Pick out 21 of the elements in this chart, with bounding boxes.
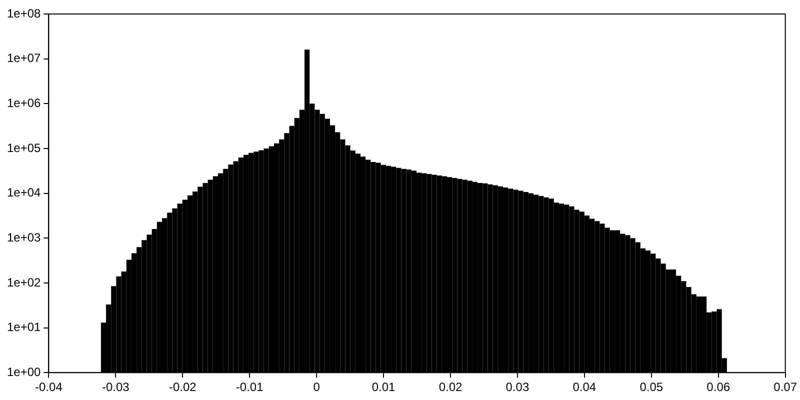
x-tick-label: 0	[313, 380, 320, 394]
y-tick-label: 1e+07	[7, 51, 42, 66]
x-tick-label: -0.01	[236, 380, 264, 394]
x-tick-label: -0.02	[168, 380, 197, 394]
x-tick-label: -0.03	[102, 380, 130, 394]
x-tick-label: 0.04	[572, 380, 596, 394]
y-tick-label: 1e+04	[7, 186, 42, 200]
x-tick-label: 0.05	[640, 380, 664, 394]
x-tick-label: 0.06	[706, 380, 730, 394]
x-tick-label: 0.07	[774, 380, 798, 394]
x-tick-label: -0.04	[35, 380, 63, 394]
y-tick-label: 1e+02	[7, 275, 42, 290]
x-tick-label: 0.02	[438, 380, 462, 394]
y-tick-label: 1e+03	[7, 230, 42, 244]
x-tick-label: 0.01	[372, 380, 396, 394]
y-tick-label: 1e+06	[7, 96, 42, 110]
x-tick-label: 0.03	[506, 380, 530, 394]
y-tick-label: 1e+00	[7, 364, 42, 379]
y-tick-label: 1e+08	[7, 6, 42, 20]
y-tick-label: 1e+05	[7, 140, 42, 155]
y-tick-label: 1e+01	[7, 320, 42, 334]
